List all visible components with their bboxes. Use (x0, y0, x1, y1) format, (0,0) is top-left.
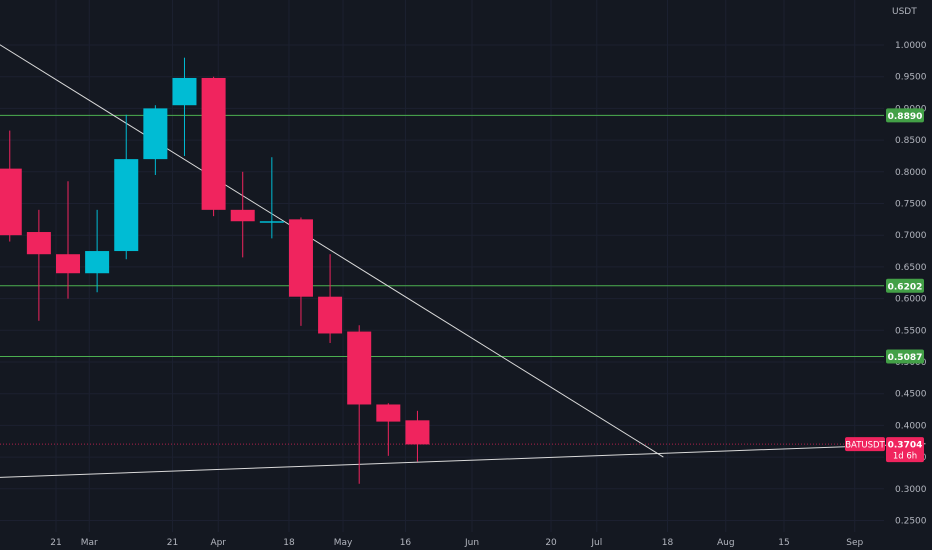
y-tick-label: 0.7000 (895, 231, 927, 241)
x-tick-label: Jul (590, 538, 602, 548)
x-tick-label: 15 (778, 538, 789, 548)
x-tick-label: 18 (283, 538, 295, 548)
candle-body (405, 420, 430, 445)
x-tick-label: Mar (81, 538, 98, 548)
candle-body (56, 254, 80, 274)
x-tick-label: Sep (846, 538, 863, 548)
x-tick-label: Apr (210, 538, 226, 548)
x-tick-label: 21 (50, 538, 61, 548)
candle-body (143, 108, 168, 160)
y-tick-label: 0.8000 (895, 168, 927, 178)
time-axis[interactable]: b21Mar21Apr18May16Jun20Jul18Aug15Sep (0, 538, 863, 548)
y-tick-label: 0.5500 (895, 326, 927, 336)
countdown-label: 1d 6h (893, 452, 917, 462)
candle-body (318, 296, 343, 334)
candle-body (288, 219, 313, 297)
x-tick-label: 16 (400, 538, 412, 548)
y-tick-label: 0.8500 (895, 136, 927, 146)
y-tick-label: 0.4000 (895, 421, 927, 431)
last-price-label: 0.3704 (888, 441, 923, 451)
x-tick-label: May (334, 538, 353, 548)
level-badge (886, 108, 924, 123)
level-badge-label: 0.8890 (888, 112, 923, 122)
x-tick-label: Jun (464, 538, 479, 548)
x-tick-label: 21 (167, 538, 178, 548)
candles (0, 57, 430, 484)
candle-body (26, 232, 51, 255)
trendline (0, 443, 926, 478)
candle-body (172, 77, 197, 106)
level-badge-label: 0.5087 (888, 353, 923, 363)
y-tick-label: 0.2500 (895, 517, 927, 527)
candle-body (259, 221, 284, 223)
x-tick-label: Aug (717, 538, 735, 548)
candle-body (201, 77, 226, 210)
candle-body (0, 168, 22, 236)
last-price-badge (886, 437, 924, 463)
x-tick-label: 20 (545, 538, 557, 548)
candle-body (114, 159, 139, 252)
y-tick-label: 0.4500 (895, 390, 927, 400)
candle-body (376, 404, 401, 422)
y-tick-label: 0.3000 (895, 485, 927, 495)
currency-label: USDT (892, 7, 917, 17)
candle-body (347, 331, 372, 405)
y-tick-label: 1.0000 (895, 41, 927, 51)
level-badge-label: 0.6202 (888, 282, 923, 292)
level-badge (886, 349, 924, 364)
candle-body (230, 209, 255, 222)
y-tick-label: 0.9500 (895, 73, 927, 83)
y-tick-label: 0.6500 (895, 263, 927, 273)
x-tick-label: 18 (662, 538, 674, 548)
candle-body (85, 251, 110, 274)
symbol-badge (845, 437, 885, 452)
y-tick-label: 0.7500 (895, 200, 927, 210)
symbol-badge-label: BATUSDT (845, 441, 885, 451)
level-badge (886, 278, 924, 293)
y-tick-label: 0.6000 (895, 295, 927, 305)
